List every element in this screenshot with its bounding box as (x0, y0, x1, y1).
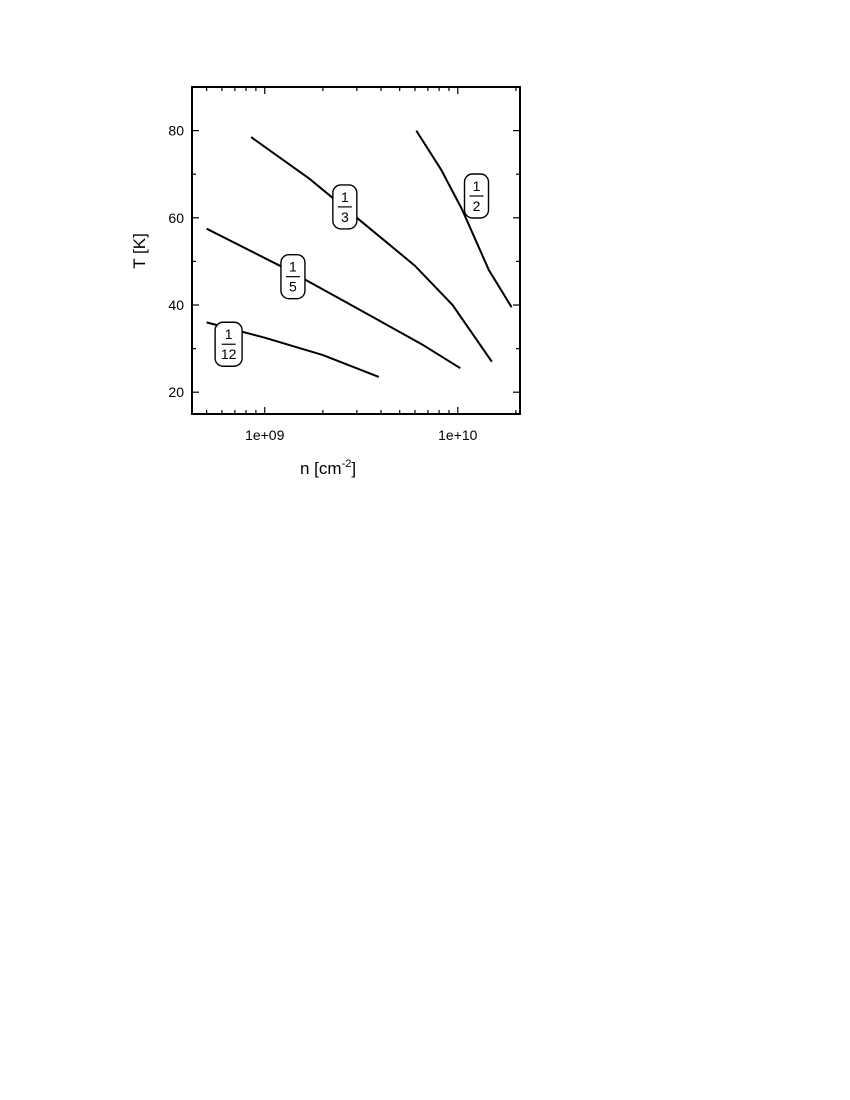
contour-label-1-5: 15 (280, 253, 306, 300)
y-axis-label: T [K] (130, 233, 149, 269)
fraction-numerator: 1 (289, 259, 297, 275)
fraction-denominator: 3 (341, 209, 349, 225)
y-tick-label: 60 (168, 210, 184, 226)
contour-label-1-12: 112 (214, 321, 243, 367)
contour-line-1-5 (206, 227, 461, 370)
fraction-denominator: 2 (473, 198, 481, 214)
fraction-numerator: 1 (341, 189, 349, 205)
y-tick-label: 20 (168, 384, 184, 400)
x-tick-label: 1e+09 (245, 427, 285, 443)
fraction-numerator: 1 (473, 178, 481, 194)
contour-label-1-2: 12 (463, 173, 490, 219)
contour-line-1-3 (250, 136, 493, 363)
y-tick-label: 40 (168, 297, 184, 313)
axis-ticks (192, 86, 520, 414)
x-tick-label: 1e+10 (438, 427, 478, 443)
fraction-numerator: 1 (225, 326, 233, 342)
x-axis-label: n [cm-2] (300, 458, 356, 478)
fraction-denominator: 5 (289, 279, 297, 295)
contour-lines (206, 130, 513, 378)
plot-frame (191, 86, 521, 415)
y-tick-label: 80 (168, 123, 184, 139)
contour-label-1-3: 13 (332, 184, 358, 230)
contour-line-1-2 (415, 130, 513, 308)
fraction-denominator: 12 (221, 346, 237, 362)
tick-labels: 1e+09 1e+10 20 40 60 80 (168, 123, 477, 443)
